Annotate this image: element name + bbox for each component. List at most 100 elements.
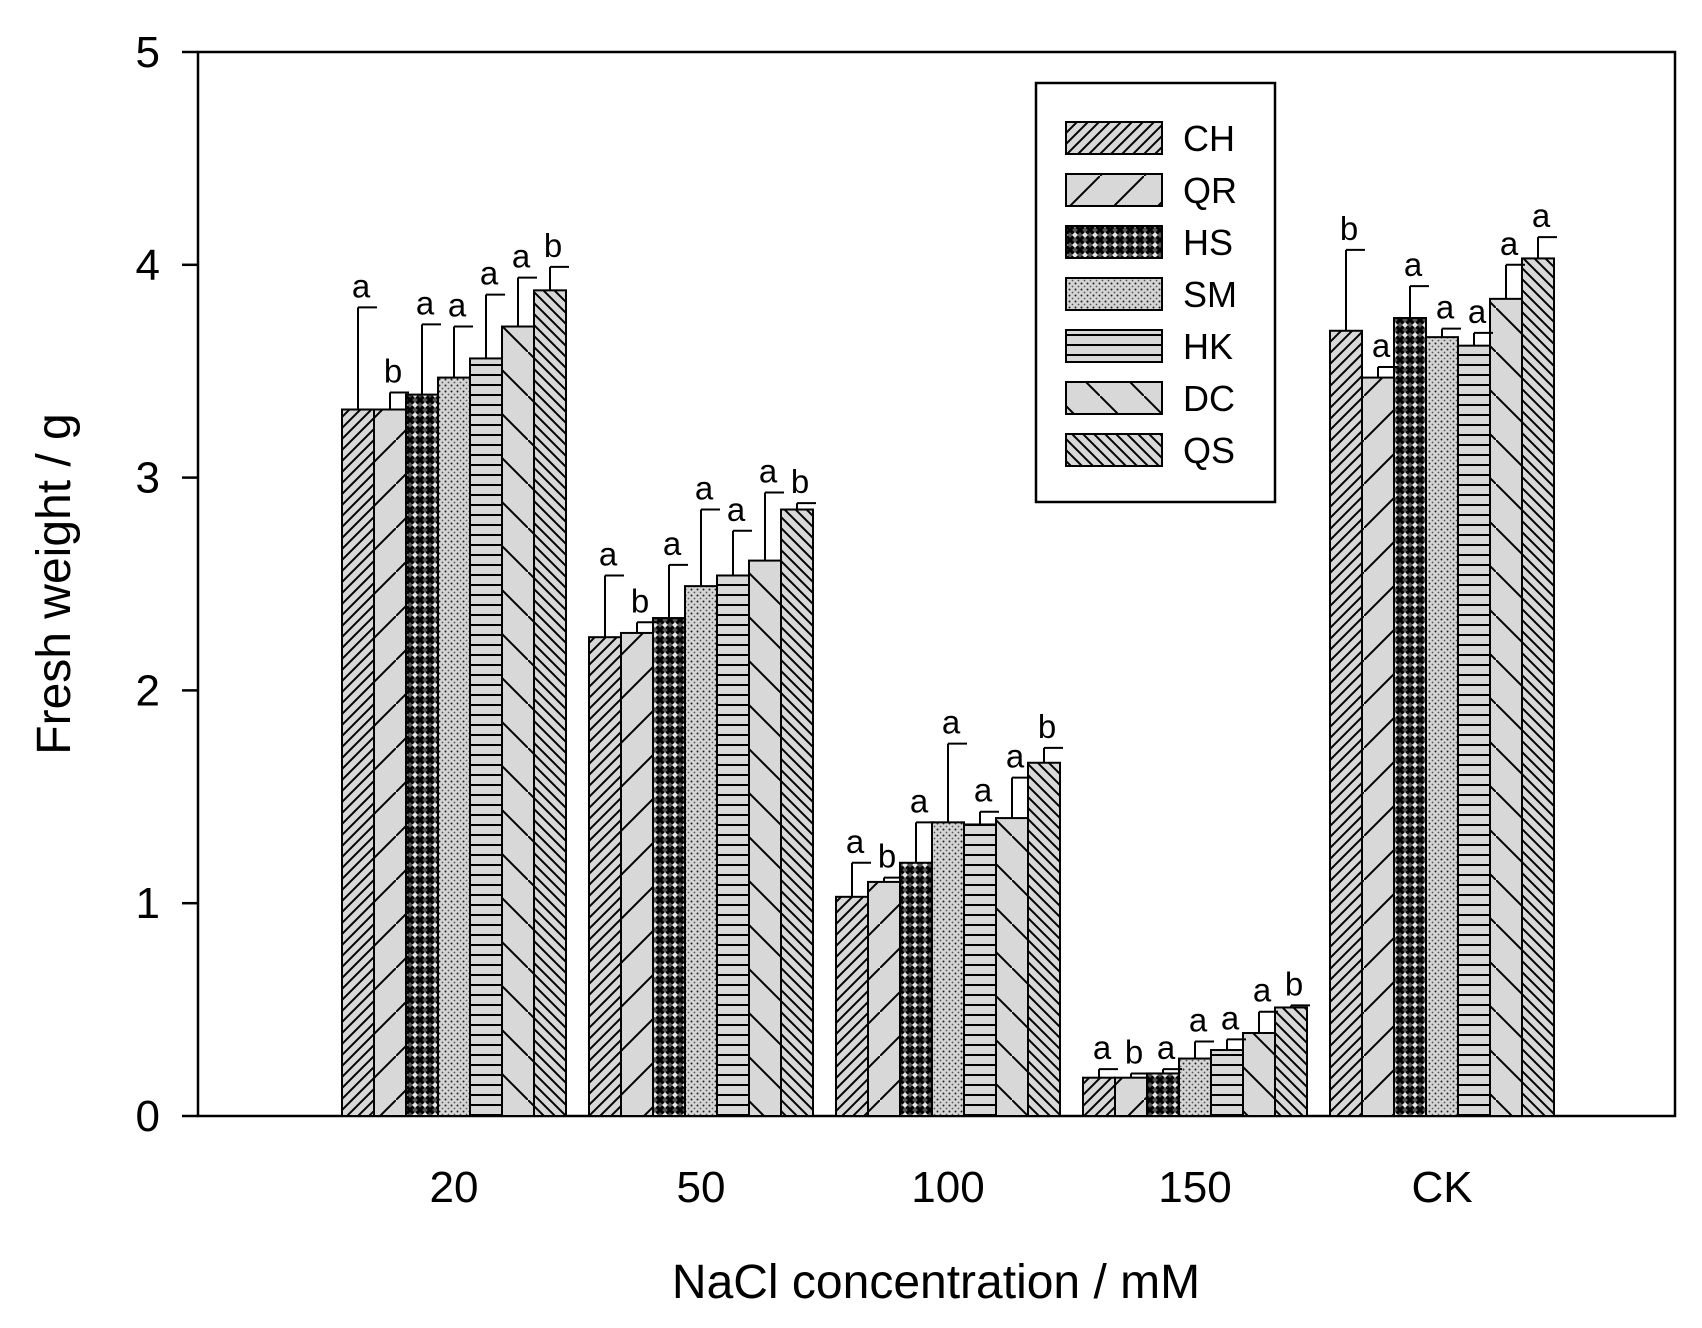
legend-swatch-hk: [1065, 329, 1163, 363]
bar-qr-100: [867, 880, 901, 1117]
x-axis-title: NaCl concentration / mM: [672, 1256, 1200, 1309]
bar-ch-20: [341, 408, 375, 1117]
significance-letter: a: [416, 284, 435, 321]
legend-label-qs: QS: [1183, 430, 1235, 471]
bar-qs-20: [533, 289, 567, 1117]
significance-letter: b: [544, 227, 562, 264]
bar-hk-50: [716, 574, 750, 1117]
bar-qr-ck: [1361, 376, 1395, 1118]
significance-letter: a: [1221, 999, 1240, 1036]
bar-hk-ck: [1457, 344, 1491, 1117]
bar-ch-150: [1082, 1076, 1116, 1118]
y-axis: 0 1 2 3 4 5: [136, 28, 198, 1141]
legend-label-sm: SM: [1183, 274, 1237, 315]
bar-sm-20: [437, 376, 471, 1118]
legend-label-hs: HS: [1183, 222, 1233, 263]
x-tick-label: 50: [677, 1163, 726, 1212]
bar-hs-ck: [1393, 317, 1427, 1117]
significance-letter: b: [384, 352, 402, 389]
significance-letter: a: [910, 782, 929, 819]
legend-swatch-qr: [1065, 173, 1163, 207]
bar-hk-150: [1210, 1049, 1244, 1117]
significance-letter: a: [759, 452, 778, 489]
significance-letter: b: [631, 582, 649, 619]
bar-dc-50: [748, 559, 782, 1117]
y-axis-title: Fresh weight / g: [28, 413, 81, 754]
bar-dc-20: [501, 325, 535, 1117]
x-tick-label: 150: [1158, 1163, 1231, 1212]
bar-dc-150: [1242, 1032, 1276, 1118]
bar-series-group: [341, 257, 1555, 1118]
y-tick-label: 5: [136, 28, 160, 77]
significance-letter: a: [846, 823, 865, 860]
bar-ch-50: [588, 636, 622, 1117]
significance-letter: b: [1340, 210, 1358, 247]
significance-letter: a: [1436, 289, 1455, 326]
bar-qs-100: [1027, 761, 1061, 1117]
legend-swatch-sm: [1065, 277, 1163, 311]
bar-dc-ck: [1489, 297, 1523, 1117]
significance-letter: a: [1006, 738, 1025, 775]
bar-sm-150: [1178, 1057, 1212, 1117]
significance-letter: a: [1253, 972, 1272, 1009]
significance-letter: a: [695, 470, 714, 507]
significance-letter: a: [1468, 293, 1487, 330]
bar-sm-ck: [1425, 336, 1459, 1118]
significance-letter: a: [599, 535, 618, 572]
significance-letter: b: [791, 463, 809, 500]
significance-letter: a: [1404, 246, 1423, 283]
legend-swatch-ch: [1065, 121, 1163, 155]
significance-letter: a: [1157, 1029, 1176, 1066]
significance-letter: b: [1285, 965, 1303, 1002]
legend-label-hk: HK: [1183, 326, 1233, 367]
significance-letter: a: [1532, 197, 1551, 234]
bar-hk-20: [469, 357, 503, 1117]
legend-label-dc: DC: [1183, 378, 1235, 419]
bar-hk-100: [963, 823, 997, 1117]
significance-letter: a: [727, 491, 746, 528]
significance-letter: a: [448, 287, 467, 324]
legend-items: CH QR HS SM HK DC QS: [1065, 118, 1237, 471]
significance-letter: a: [1093, 1029, 1112, 1066]
bar-qs-ck: [1521, 257, 1555, 1117]
x-tick-label: 20: [430, 1163, 479, 1212]
y-tick-label: 1: [136, 879, 160, 928]
significance-letter: b: [878, 838, 896, 875]
significance-letter: a: [974, 772, 993, 809]
bar-hs-100: [899, 861, 933, 1117]
bar-hs-150: [1146, 1072, 1180, 1117]
significance-letter: b: [1038, 708, 1056, 745]
y-tick-label: 3: [136, 454, 160, 503]
y-tick-label: 2: [136, 666, 160, 715]
legend-swatch-hs: [1065, 225, 1163, 259]
significance-letter: a: [663, 525, 682, 562]
bar-sm-100: [931, 821, 965, 1117]
significance-letter: a: [480, 255, 499, 292]
bar-ch-100: [835, 895, 869, 1117]
legend-label-qr: QR: [1183, 170, 1237, 211]
bar-sm-50: [684, 585, 718, 1117]
bar-hs-20: [405, 393, 439, 1118]
bar-qr-20: [373, 408, 407, 1117]
bar-dc-100: [995, 817, 1029, 1118]
x-tick-label: 100: [911, 1163, 984, 1212]
y-tick-label: 0: [136, 1092, 160, 1141]
legend-swatch-qs: [1065, 433, 1163, 467]
legend-label-ch: CH: [1183, 118, 1235, 159]
significance-letter: b: [1125, 1033, 1143, 1070]
significance-letter: a: [512, 238, 531, 275]
bar-qs-50: [780, 508, 814, 1117]
significance-letter: a: [1500, 225, 1519, 262]
legend: CH QR HS SM HK DC QS: [1034, 81, 1277, 504]
error-bar-group: [357, 236, 1557, 1078]
bar-hs-50: [652, 617, 686, 1117]
significance-letter: a: [1372, 327, 1391, 364]
bar-qs-150: [1274, 1006, 1308, 1117]
x-tick-label: CK: [1411, 1163, 1472, 1212]
significance-letter: a: [352, 267, 371, 304]
significance-letter: a: [942, 704, 961, 741]
significance-letter: a: [1189, 1002, 1208, 1039]
y-tick-label: 4: [136, 241, 160, 290]
